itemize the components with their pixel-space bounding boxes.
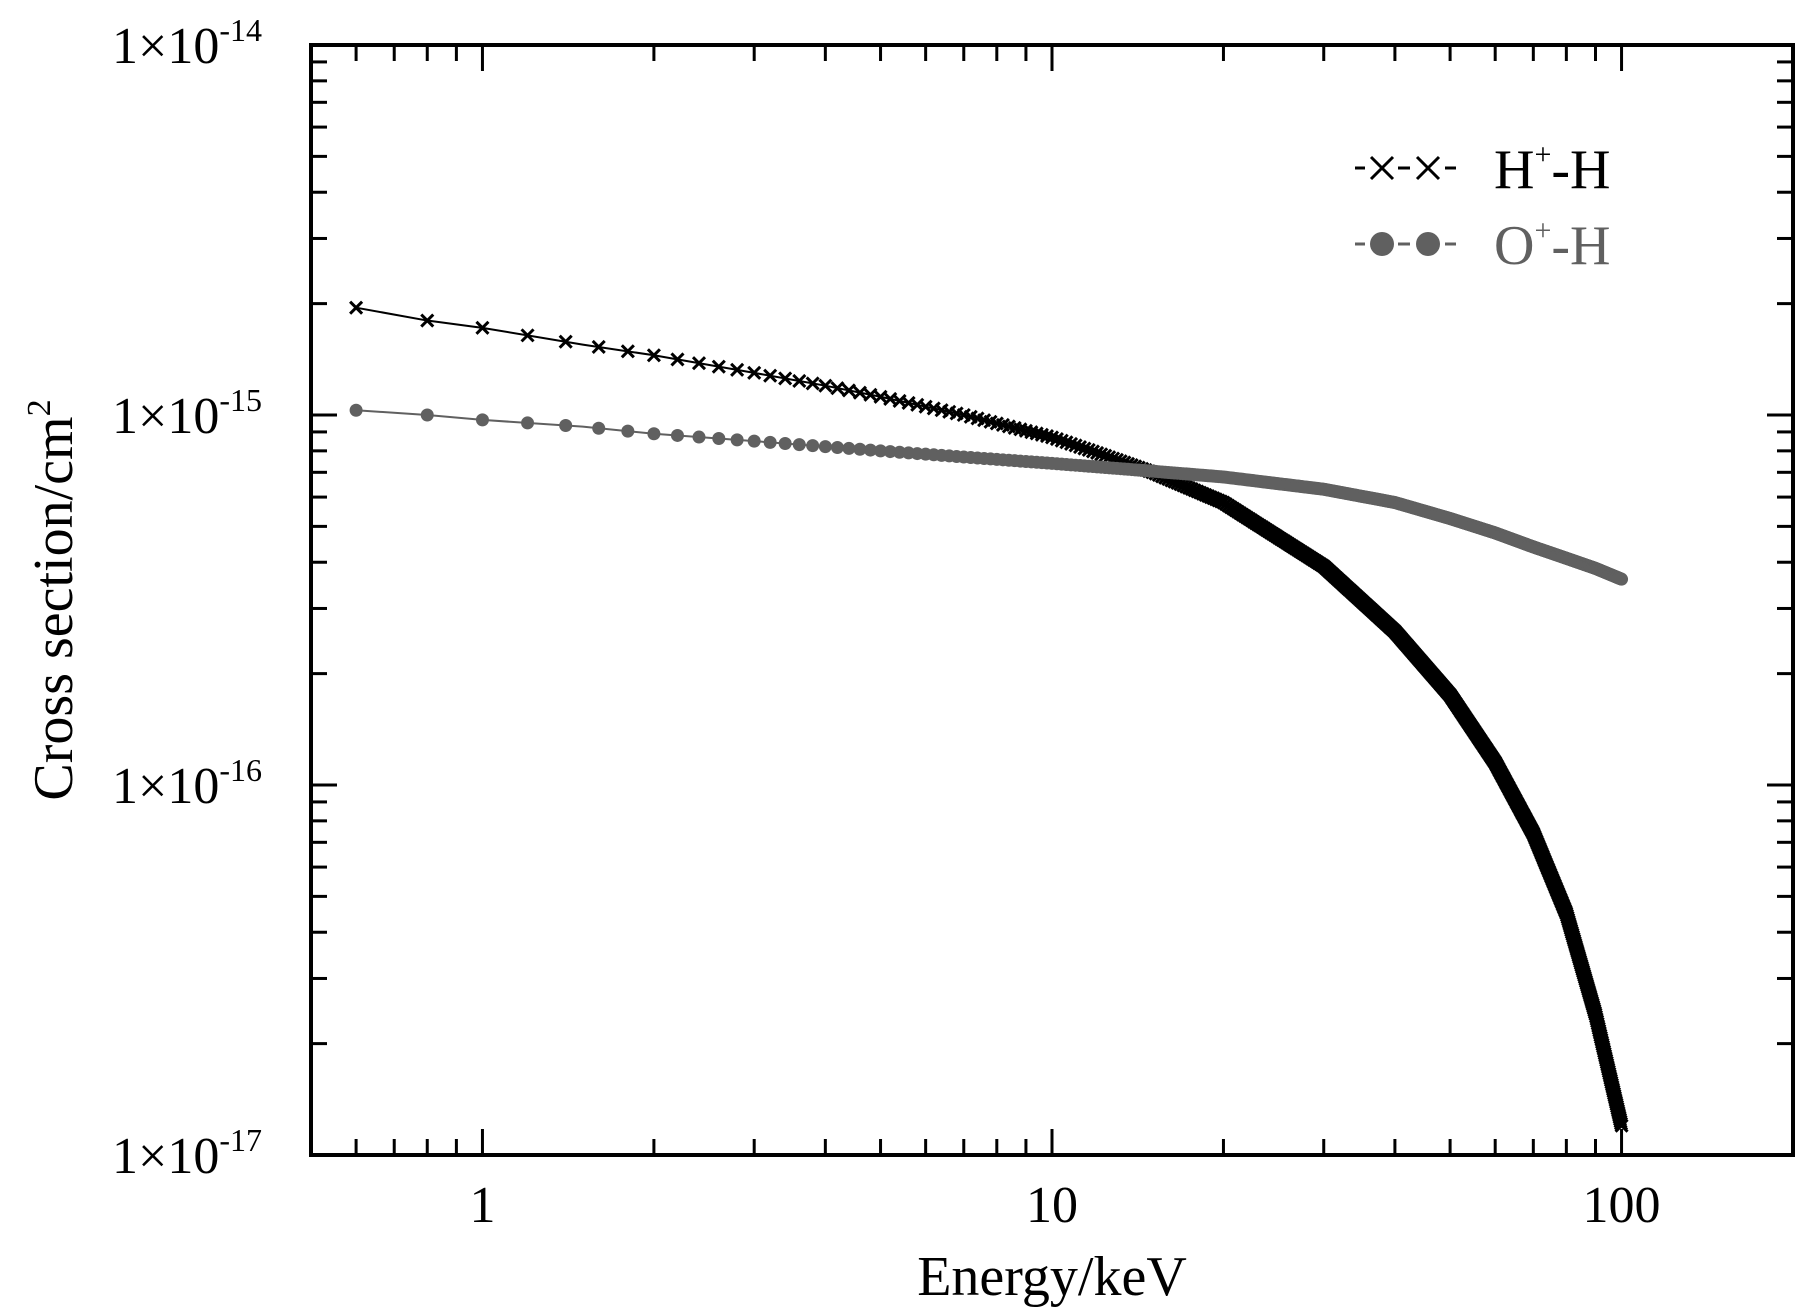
data-point-circle <box>1615 572 1629 586</box>
x-tick-labels: 1 10 100 <box>469 1177 1660 1234</box>
legend-label-sup: + <box>1534 214 1551 247</box>
data-point-cross <box>711 359 726 374</box>
data-point-circle <box>863 443 877 457</box>
data-point-circle <box>670 428 684 442</box>
data-point-circle <box>830 441 844 455</box>
data-point-cross <box>830 381 845 396</box>
x-tick-label: 1 <box>469 1177 495 1234</box>
data-point-cross <box>841 383 856 398</box>
axis-ticks <box>309 43 1795 1157</box>
data-point-cross <box>591 339 606 355</box>
data-point-cross <box>475 320 490 335</box>
data-point-cross <box>520 328 535 343</box>
legend-label: H+-H <box>1494 138 1610 201</box>
data-point-cross <box>863 387 878 402</box>
y-axis-label: Cross section/cm2 <box>21 399 85 800</box>
data-point-circle <box>420 408 434 422</box>
legend-label-tail: -H <box>1551 215 1610 277</box>
data-point-circle <box>712 432 726 446</box>
x-tick-label: 100 <box>1583 1177 1661 1234</box>
data-point-circle <box>818 440 832 454</box>
legend-item: H+-H <box>1355 138 1610 201</box>
data-point-circle <box>747 434 761 448</box>
data-point-cross <box>1090 445 1105 460</box>
data-point-circle <box>853 442 867 456</box>
legend-marker-cross <box>1369 155 1395 181</box>
series-1 <box>349 403 1629 586</box>
data-point-circle <box>475 413 489 427</box>
data-point-cross <box>1085 444 1101 459</box>
data-point-circle <box>559 419 573 433</box>
data-point-cross <box>792 373 807 389</box>
data-point-cross <box>558 334 573 349</box>
legend-label-sup: + <box>1534 138 1551 171</box>
data-point-circle <box>778 437 792 451</box>
data-point-circle <box>349 403 363 417</box>
series-0 <box>349 300 1629 1133</box>
data-point-circle <box>730 433 744 447</box>
legend-label: O+-H <box>1494 214 1610 277</box>
y-tick-labels: 1×10-171×10-161×10-151×10-14 <box>112 12 262 1185</box>
data-point-cross <box>1081 442 1096 458</box>
x-axis-label: Energy/keV <box>917 1246 1187 1308</box>
data-point-cross <box>778 371 793 386</box>
plot-frame <box>309 43 1795 1157</box>
y-tick-label-exp: -17 <box>219 1122 262 1158</box>
data-point-circle <box>647 427 661 441</box>
data-point-circle <box>874 444 888 458</box>
data-point-cross <box>670 352 685 367</box>
data-point-cross <box>420 313 435 328</box>
data-point-cross <box>763 368 778 383</box>
y-tick-label-exp: -14 <box>219 12 262 48</box>
data-point-circle <box>792 438 806 452</box>
y-axis-label-text: Cross section/cm <box>23 416 85 800</box>
data-point-cross <box>730 362 745 377</box>
data-point-circle <box>692 430 706 444</box>
data-point-cross <box>620 344 635 359</box>
data-point-cross <box>1094 447 1109 462</box>
x-tick-label: 10 <box>1026 1177 1078 1234</box>
data-point-circle <box>592 421 606 435</box>
legend: H+-HO+-H <box>1355 138 1610 277</box>
y-tick-label: 1×10-17 <box>112 1122 262 1185</box>
legend-marker-cross <box>1415 155 1441 181</box>
legend-marker-circle <box>1416 232 1440 256</box>
y-tick-label-base: 1×10 <box>112 388 219 445</box>
data-point-cross <box>805 376 820 391</box>
legend-label-main: H <box>1494 139 1534 201</box>
data-point-circle <box>621 424 635 438</box>
data-point-circle <box>883 445 897 459</box>
y-tick-label: 1×10-16 <box>112 752 262 815</box>
y-tick-label: 1×10-15 <box>112 382 262 445</box>
y-tick-label-base: 1×10 <box>112 758 219 815</box>
data-point-cross <box>747 365 762 380</box>
data-point-cross <box>1077 441 1092 456</box>
data-point-cross <box>691 356 707 371</box>
data-point-cross <box>818 378 833 393</box>
y-tick-label-base: 1×10 <box>112 1128 219 1185</box>
series-layer <box>349 300 1629 1133</box>
legend-label-main: O <box>1494 215 1534 277</box>
data-point-cross <box>852 385 867 400</box>
y-tick-label-exp: -16 <box>219 752 262 788</box>
y-tick-label-base: 1×10 <box>112 18 219 75</box>
y-axis-label-sup: 2 <box>21 399 58 416</box>
data-point-circle <box>763 435 777 449</box>
legend-item: O+-H <box>1355 214 1610 277</box>
y-tick-label: 1×10-14 <box>112 12 262 75</box>
y-tick-label-exp: -15 <box>219 382 262 418</box>
data-point-cross <box>1098 448 1113 463</box>
data-point-cross <box>1614 1118 1629 1133</box>
legend-marker-circle <box>1370 232 1394 256</box>
series-line <box>356 409 1622 581</box>
data-point-circle <box>806 439 820 453</box>
data-point-circle <box>842 441 856 455</box>
data-point-circle <box>521 416 535 430</box>
legend-label-tail: -H <box>1551 139 1610 201</box>
data-point-cross <box>646 348 661 363</box>
data-point-cross <box>349 300 364 315</box>
series-line <box>355 306 1623 1126</box>
